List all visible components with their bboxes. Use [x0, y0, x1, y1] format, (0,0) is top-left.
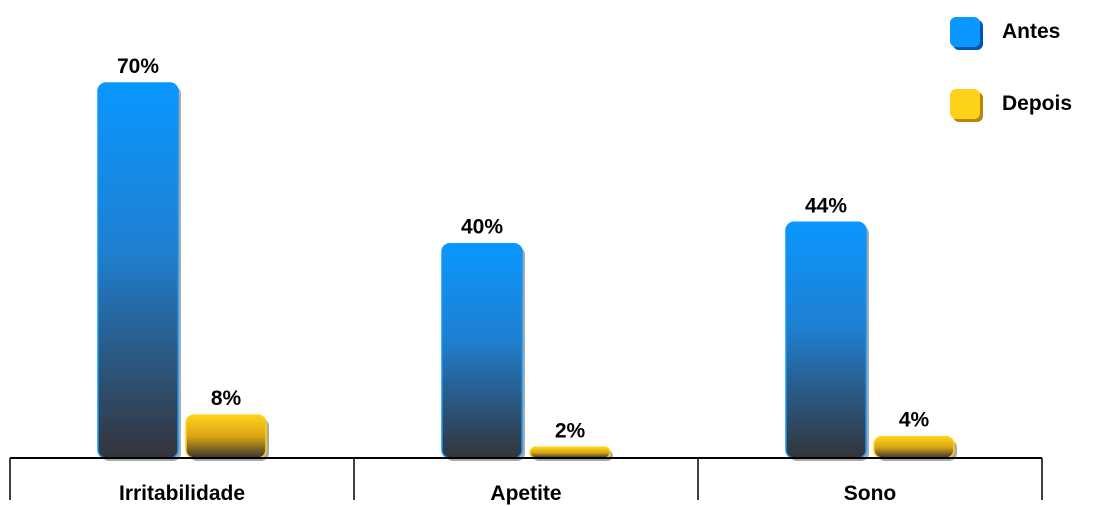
legend-label-depois: Depois [1002, 92, 1073, 115]
legend-item-depois: Depois [950, 84, 1072, 124]
data-label: 70% [117, 55, 159, 78]
data-label: 2% [555, 419, 586, 442]
bar-antes-irritabilidade [97, 82, 179, 459]
legend-swatch-depois [950, 89, 980, 119]
data-label: 44% [805, 194, 847, 217]
bar-depois-irritabilidade [185, 414, 267, 459]
x-tick-label: Irritabilidade [119, 482, 245, 505]
legend: Antes Depois [950, 12, 1072, 156]
bar-depois-sono [873, 435, 955, 459]
legend-swatch-antes [950, 17, 980, 47]
bar-antes-apetite [441, 242, 523, 459]
legend-label-antes: Antes [1002, 20, 1061, 43]
data-label: 8% [211, 387, 242, 410]
bar-depois-apetite [529, 446, 611, 459]
data-label: 4% [899, 409, 930, 432]
x-tick-label: Sono [844, 482, 897, 505]
bar-antes-sono [785, 221, 867, 459]
data-label: 40% [461, 216, 503, 239]
legend-item-antes: Antes [950, 12, 1072, 52]
x-tick-label: Apetite [490, 482, 561, 505]
